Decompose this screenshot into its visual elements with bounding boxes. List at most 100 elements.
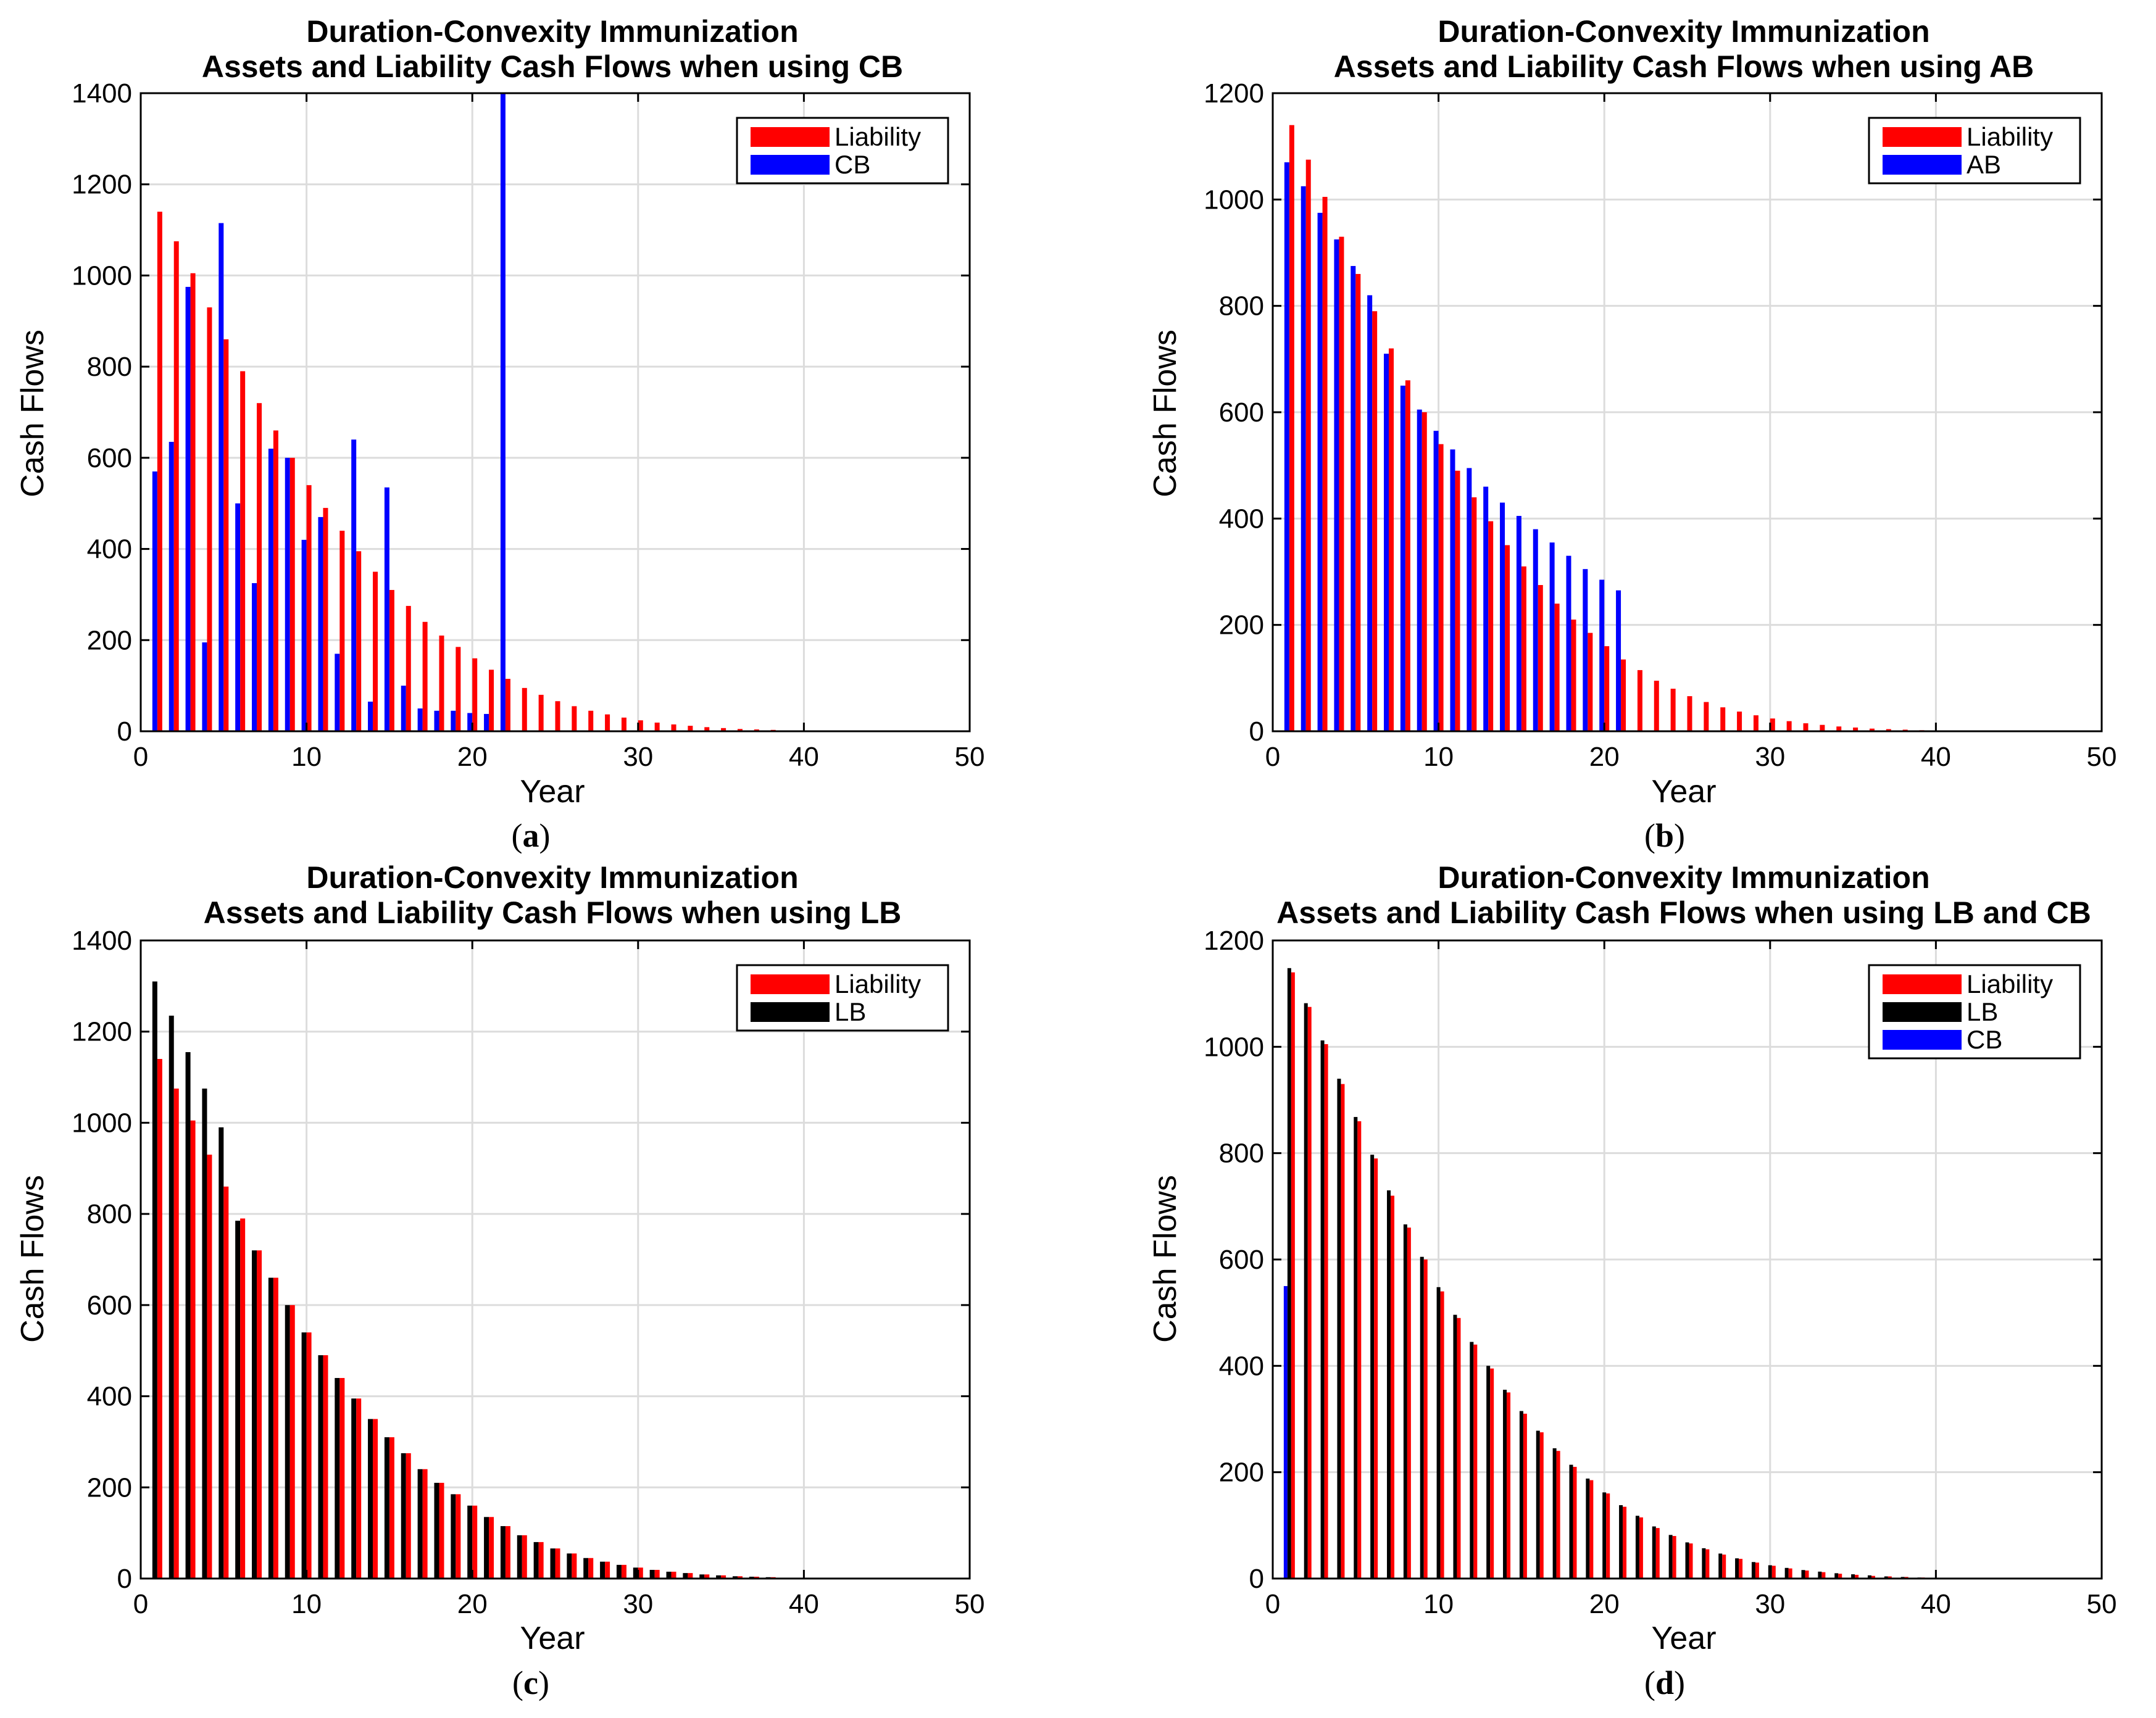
bar-liability-year-33	[688, 726, 693, 731]
bar-cb-year-19	[451, 710, 456, 731]
bar-ab-year-18	[1566, 555, 1571, 731]
bar-ab-year-4	[1334, 239, 1339, 731]
legend-label-liability: Liability	[835, 969, 921, 998]
y-axis-label: Cash Flows	[15, 1175, 51, 1343]
bar-liability-year-24	[538, 694, 544, 731]
bar-lb-year-33	[683, 1573, 688, 1579]
x-tick-label: 30	[1755, 742, 1785, 772]
x-tick-label: 20	[1589, 742, 1620, 772]
bar-liability-year-18	[1573, 1467, 1577, 1579]
bar-cb-year-3	[185, 286, 191, 732]
bar-liability-year-3	[190, 1120, 196, 1579]
bar-liability-year-19	[456, 1494, 461, 1579]
bar-lb-year-13	[351, 1398, 357, 1579]
bar-liability-year-11	[323, 1355, 328, 1579]
bar-lb-year-15	[384, 1437, 389, 1579]
bar-liability-year-17	[422, 1469, 428, 1579]
x-tick-label: 10	[291, 1589, 322, 1619]
legend-swatch-cb	[1883, 1030, 1962, 1050]
legend-swatch-liability	[751, 974, 830, 994]
bar-cb-year-8	[268, 449, 273, 731]
bar-liability-year-35	[721, 728, 726, 731]
bar-liability-year-10	[1440, 1291, 1444, 1579]
panel-caption: (d)	[1644, 1664, 1685, 1701]
bar-lb-year-7	[252, 1250, 257, 1579]
y-tick-label: 200	[87, 1472, 132, 1503]
bar-ab-year-13	[1483, 486, 1489, 731]
bar-liability-year-36	[1871, 1575, 1875, 1579]
y-tick-label: 0	[1249, 1564, 1264, 1594]
bar-liability-year-32	[671, 1571, 676, 1579]
bar-lb-year-26	[1702, 1548, 1706, 1579]
bar-liability-year-13	[356, 551, 362, 731]
bar-liability-year-18	[439, 1482, 444, 1579]
x-tick-label: 20	[457, 742, 488, 772]
bar-liability-year-27	[588, 710, 594, 731]
bar-liability-year-21	[489, 1517, 494, 1579]
bar-liability-year-33	[1820, 724, 1825, 731]
legend-label-lb: LB	[835, 997, 866, 1026]
x-tick-label: 20	[1589, 1589, 1620, 1619]
bar-lb-year-2	[1304, 1003, 1308, 1579]
bar-liability-year-9	[1421, 412, 1427, 731]
x-axis-label: Year	[520, 1620, 585, 1656]
bar-cb-year-12	[335, 654, 340, 731]
bar-liability-year-32	[1803, 723, 1808, 731]
y-tick-label: 200	[1219, 1458, 1264, 1488]
legend-label-liability: Liability	[835, 122, 921, 151]
y-tick-label: 600	[1219, 397, 1264, 428]
bar-liability-year-36	[737, 1576, 743, 1579]
bar-liability-year-24	[1670, 689, 1676, 731]
bar-liability-year-9	[289, 1305, 295, 1579]
bar-ab-year-14	[1500, 502, 1505, 731]
plot-area: 0 10 20 30 40 50 0 200 400 600 800 1000 1200 1400 Liab…	[72, 926, 984, 1619]
bar-lb-year-7	[1387, 1190, 1391, 1579]
bar-liability-year-16	[406, 605, 411, 731]
bar-liability-year-30	[638, 720, 643, 731]
y-tick-label: 0	[1249, 716, 1264, 747]
y-axis-label: Cash Flows	[1147, 1175, 1183, 1343]
bar-liability-year-7	[257, 1250, 262, 1579]
bar-liability-year-4	[207, 1155, 212, 1579]
bar-liability-year-31	[654, 1569, 660, 1579]
panel-caption: (a)	[512, 817, 551, 854]
bar-liability-year-35	[1853, 727, 1858, 731]
bar-lb-year-3	[185, 1052, 191, 1579]
bar-liability-year-30	[638, 1567, 643, 1579]
legend-label-liability: Liability	[1967, 122, 2053, 151]
plot-area: 0 10 20 30 40 50 0 200 400 600 800 1000 1200 Liabilit…	[1204, 926, 2116, 1619]
bar-liability-year-23	[1655, 1528, 1660, 1579]
bar-lb-year-23	[517, 1535, 522, 1579]
bar-lb-year-8	[268, 1277, 273, 1579]
bar-liability-year-21	[1621, 659, 1626, 731]
bar-cb-year-22	[500, 93, 506, 731]
legend-swatch-lb	[1883, 1002, 1962, 1022]
bar-liability-year-14	[1505, 545, 1510, 731]
x-tick-label: 30	[623, 742, 653, 772]
x-tick-label: 0	[1265, 742, 1280, 772]
y-tick-label: 1400	[72, 78, 132, 109]
bar-lb-year-19	[1586, 1479, 1590, 1579]
bar-lb-year-17	[1552, 1448, 1557, 1579]
bar-liability-year-6	[240, 1218, 246, 1579]
y-tick-label: 0	[117, 716, 132, 747]
bar-lb-year-36	[1867, 1575, 1871, 1579]
chart-title-line1: Duration-Convexity Immunization	[306, 14, 798, 49]
bar-liability-year-11	[1455, 470, 1460, 731]
bar-liability-year-14	[373, 571, 378, 731]
y-tick-label: 400	[87, 1382, 132, 1412]
bar-ab-year-9	[1417, 409, 1422, 731]
plot-background	[141, 940, 970, 1579]
bar-liability-year-10	[306, 485, 312, 731]
bar-ab-year-19	[1583, 569, 1588, 731]
bar-liability-year-28	[1737, 712, 1742, 731]
bar-lb-year-6	[1370, 1155, 1375, 1579]
bar-liability-year-24	[538, 1542, 544, 1579]
bar-liability-year-10	[306, 1332, 312, 1579]
bar-ab-year-8	[1400, 385, 1405, 731]
bar-lb-year-35	[716, 1575, 722, 1579]
bar-lb-year-12	[335, 1378, 340, 1579]
x-tick-label: 40	[789, 1589, 819, 1619]
